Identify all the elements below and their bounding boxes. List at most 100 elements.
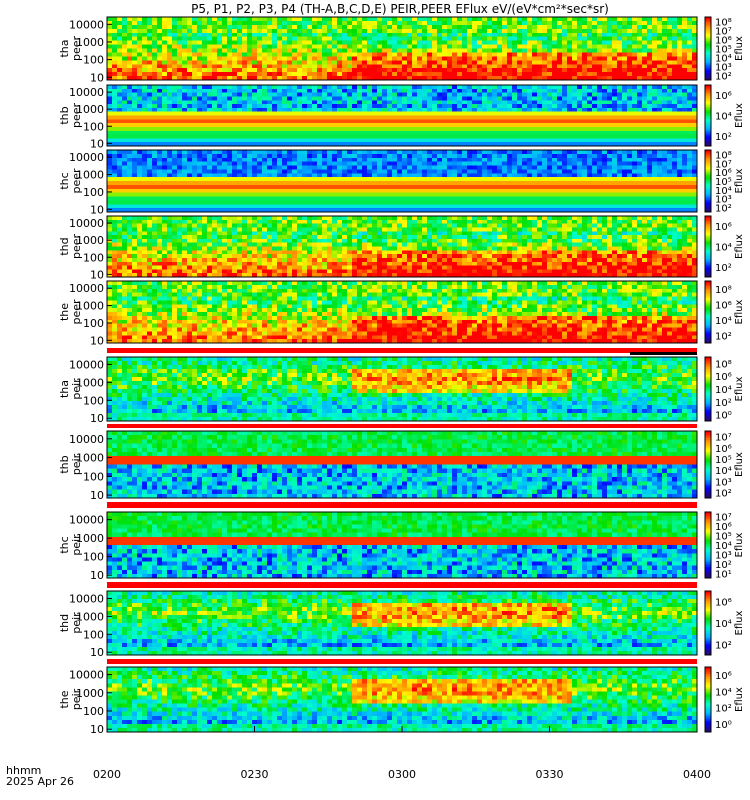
spectrogram-cell	[147, 29, 152, 33]
spectrogram-cell	[317, 33, 322, 37]
spectrogram-cell	[607, 21, 612, 25]
spectrogram-cell	[672, 17, 677, 21]
spectrogram-cell	[367, 64, 372, 68]
spectrogram-cell	[252, 68, 257, 72]
spectrogram-cell	[332, 68, 337, 72]
spectrogram-cell	[512, 68, 517, 72]
spectrogram-cell	[162, 68, 167, 72]
spectrogram-cell	[377, 45, 382, 49]
spectrogram-cell	[322, 33, 327, 37]
spectrogram-cell	[552, 33, 557, 37]
spectrogram-cell	[212, 37, 217, 41]
spectrogram-cell	[292, 52, 297, 56]
spectrogram-cell	[212, 60, 217, 64]
spectrogram-cell	[177, 64, 182, 68]
spectrogram-cell	[257, 37, 262, 41]
spectrogram-cell	[402, 33, 407, 37]
spectrogram-cell	[222, 33, 227, 37]
spectrogram-cell	[317, 49, 322, 53]
spectrogram-cell	[352, 60, 357, 64]
spectrogram-cell	[487, 21, 492, 25]
spectrogram-cell	[137, 56, 142, 60]
spectrogram-cell	[667, 45, 672, 49]
spectrogram-cell	[642, 56, 647, 60]
spectrogram-cell	[377, 56, 382, 60]
spectrogram-cell	[252, 60, 257, 64]
spectrogram-cell	[392, 72, 397, 76]
spectrogram-cell	[492, 45, 497, 49]
spectrogram-cell	[557, 41, 562, 45]
spectrogram-cell	[222, 37, 227, 41]
spectrogram-cell	[437, 64, 442, 68]
spectrogram-cell	[537, 17, 542, 21]
spectrogram-cell	[127, 60, 132, 64]
spectrogram-cell	[272, 17, 277, 21]
spectrogram-cell	[652, 49, 657, 53]
spectrogram-cell	[182, 25, 187, 29]
spectrogram-cell	[617, 29, 622, 33]
spectrogram-cell	[162, 49, 167, 53]
spectrogram-cell	[527, 64, 532, 68]
spectrogram-cell	[657, 37, 662, 41]
spectrogram-cell	[402, 60, 407, 64]
spectrogram-cell	[497, 56, 502, 60]
spectrogram-cell	[112, 17, 117, 21]
spectrogram-cell	[522, 68, 527, 72]
spectrogram-cell	[532, 68, 537, 72]
spectrogram-cell	[167, 25, 172, 29]
spectrogram-cell	[352, 29, 357, 33]
spectrogram-cell	[182, 17, 187, 21]
spectrogram-cell	[417, 56, 422, 60]
spectrogram-cell	[282, 37, 287, 41]
spectrogram-cell	[512, 45, 517, 49]
spectrogram-cell	[257, 68, 262, 72]
spectrogram-cell	[297, 60, 302, 64]
spectrogram-cell	[247, 64, 252, 68]
spectrogram-cell	[267, 68, 272, 72]
spectrogram-cell	[127, 72, 132, 76]
spectrogram-cell	[517, 52, 522, 56]
spectrogram-cell	[422, 49, 427, 53]
spectrogram-cell	[607, 41, 612, 45]
spectrogram-cell	[182, 64, 187, 68]
spectrogram-cell	[367, 17, 372, 21]
spectrogram-cell	[212, 49, 217, 53]
spectrogram-cell	[257, 17, 262, 21]
spectrogram-cell	[442, 60, 447, 64]
spectrogram-cell	[457, 41, 462, 45]
spectrogram-cell	[257, 45, 262, 49]
spectrogram-cell	[682, 72, 687, 76]
spectrogram-cell	[602, 33, 607, 37]
spectrogram-cell	[142, 25, 147, 29]
spectrogram-cell	[267, 29, 272, 33]
spectrogram-cell	[292, 56, 297, 60]
spectrogram-cell	[537, 52, 542, 56]
spectrogram-cell	[182, 68, 187, 72]
spectrogram-cell	[587, 60, 592, 64]
spectrogram-cell	[322, 25, 327, 29]
spectrogram-cell	[542, 29, 547, 33]
spectrogram-cell	[132, 29, 137, 33]
spectrogram-cell	[612, 49, 617, 53]
spectrogram-cell	[137, 68, 142, 72]
spectrogram-cell	[247, 52, 252, 56]
spectrogram-cell	[542, 17, 547, 21]
spectrogram-cell	[272, 56, 277, 60]
spectrogram-cell	[307, 56, 312, 60]
spectrogram-cell	[477, 52, 482, 56]
spectrogram-cell	[442, 64, 447, 68]
spectrogram-cell	[532, 37, 537, 41]
spectrogram-cell	[547, 21, 552, 25]
spectrogram-cell	[267, 37, 272, 41]
spectrogram-cell	[157, 21, 162, 25]
spectrogram-cell	[497, 41, 502, 45]
spectrogram-cell	[652, 56, 657, 60]
spectrogram-cell	[642, 64, 647, 68]
spectrogram-cell	[662, 25, 667, 29]
spectrogram-cell	[287, 49, 292, 53]
spectrogram-cell	[352, 52, 357, 56]
spectrogram-cell	[247, 21, 252, 25]
spectrogram-cell	[602, 41, 607, 45]
spectrogram-cell	[307, 17, 312, 21]
spectrogram-cell	[622, 29, 627, 33]
